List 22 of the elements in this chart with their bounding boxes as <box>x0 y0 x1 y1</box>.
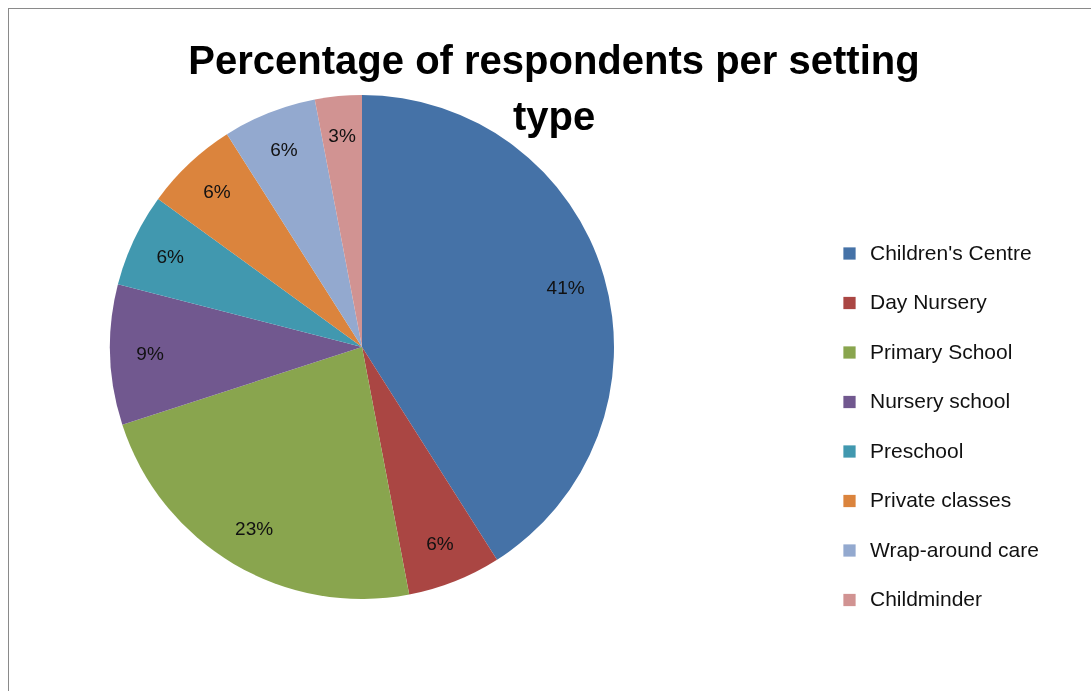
legend-label: Nursery school <box>870 389 1011 412</box>
pie-slice <box>362 347 498 595</box>
data-label: 6% <box>156 245 185 267</box>
legend-label: Preschool <box>870 438 964 462</box>
data-label: 3% <box>328 124 356 146</box>
data-label: 23% <box>235 518 274 540</box>
data-label: 6% <box>203 181 231 203</box>
pie-slice <box>362 95 614 560</box>
pie-slice <box>314 95 362 347</box>
legend-label: Childminder <box>870 587 983 610</box>
data-label: 9% <box>136 342 164 364</box>
legend-label: Children's Centre <box>870 240 1032 264</box>
data-label: 6% <box>270 138 298 160</box>
pie-slice <box>122 347 410 599</box>
legend-label: Wrap-around care <box>870 537 1039 561</box>
pie-slice <box>110 284 362 425</box>
data-label: 41% <box>546 276 585 298</box>
legend-label: Private classes <box>870 488 1012 511</box>
pie-slice <box>117 198 362 347</box>
legend-label: Primary School <box>870 339 1013 363</box>
data-label: 6% <box>426 533 454 555</box>
legend-label: Day Nursery <box>870 290 988 313</box>
